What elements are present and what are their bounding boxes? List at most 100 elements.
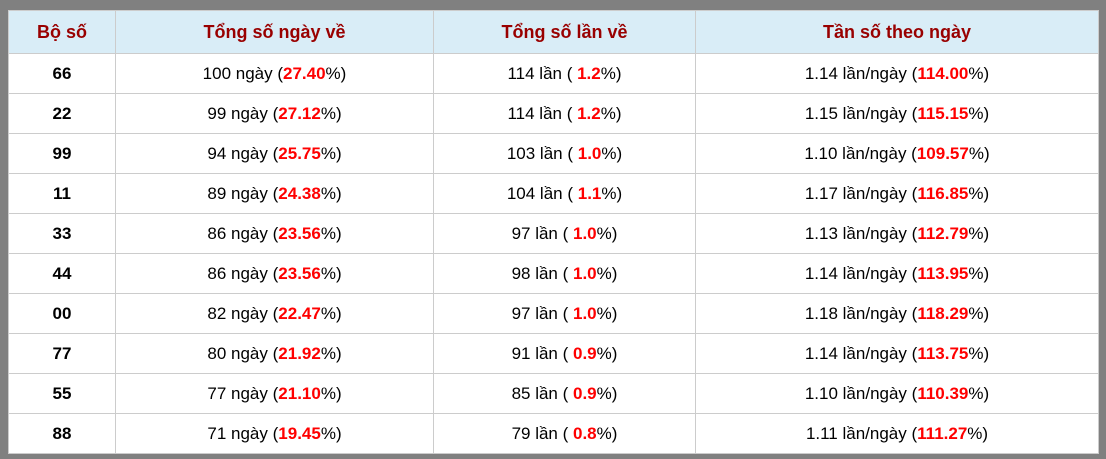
cell-pair: 11 <box>8 173 116 214</box>
text-segment: %) <box>596 303 618 323</box>
text-segment: %) <box>596 343 618 363</box>
col-header-daily-frequency: Tần số theo ngày <box>695 10 1099 54</box>
highlight-percent: 109.57 <box>916 143 969 163</box>
table-row: 88 71 ngày (19.45%) 79 lần ( 0.8%) 1.11 … <box>8 413 1099 454</box>
cell-pair: 99 <box>8 133 116 174</box>
highlight-percent: 0.9 <box>573 343 597 363</box>
text-segment: %) <box>320 303 342 323</box>
highlight-percent: 0.8 <box>573 423 597 443</box>
cell-freq: 1.11 lần/ngày (111.27%) <box>695 413 1099 454</box>
cell-days: 71 ngày (19.45%) <box>115 413 434 454</box>
cell-times: 91 lần ( 0.9%) <box>433 333 696 374</box>
cell-pair: 66 <box>8 53 116 94</box>
highlight-percent: 19.45 <box>278 423 321 443</box>
cell-times: 79 lần ( 0.8%) <box>433 413 696 454</box>
table-row: 11 89 ngày (24.38%) 104 lần ( 1.1%) 1.17… <box>8 173 1099 214</box>
text-segment: 71 ngày ( <box>207 423 279 443</box>
cell-freq: 1.14 lần/ngày (113.75%) <box>695 333 1099 374</box>
text-segment: 85 lần ( <box>511 383 573 403</box>
text-segment: %) <box>967 423 989 443</box>
highlight-percent: 1.2 <box>577 63 601 83</box>
cell-times: 97 lần ( 1.0%) <box>433 213 696 254</box>
cell-days: 82 ngày (22.47%) <box>115 293 434 334</box>
cell-days: 77 ngày (21.10%) <box>115 373 434 414</box>
text-segment: %) <box>320 103 342 123</box>
text-segment: %) <box>320 223 342 243</box>
highlight-percent: 25.75 <box>278 143 321 163</box>
cell-freq: 1.14 lần/ngày (114.00%) <box>695 53 1099 94</box>
text-segment: %) <box>968 103 990 123</box>
highlight-percent: 112.79 <box>917 223 969 243</box>
cell-times: 85 lần ( 0.9%) <box>433 373 696 414</box>
cell-times: 114 lần ( 1.2%) <box>433 53 696 94</box>
table-row: 77 80 ngày (21.92%) 91 lần ( 0.9%) 1.14 … <box>8 333 1099 374</box>
text-segment: 98 lần ( <box>511 263 573 283</box>
cell-freq: 1.10 lần/ngày (109.57%) <box>695 133 1099 174</box>
cell-days: 80 ngày (21.92%) <box>115 333 434 374</box>
text-segment: 82 ngày ( <box>207 303 279 323</box>
highlight-percent: 111.27 <box>917 423 968 443</box>
text-segment: 1.18 lần/ngày ( <box>804 303 918 323</box>
col-header-total-days: Tổng số ngày về <box>115 10 434 54</box>
text-segment: %) <box>325 63 347 83</box>
text-segment: 99 ngày ( <box>207 103 279 123</box>
cell-days: 94 ngày (25.75%) <box>115 133 434 174</box>
table-row: 66 100 ngày (27.40%) 114 lần ( 1.2%) 1.1… <box>8 53 1099 94</box>
cell-days: 89 ngày (24.38%) <box>115 173 434 214</box>
cell-pair: 88 <box>8 413 116 454</box>
table-row: 22 99 ngày (27.12%) 114 lần ( 1.2%) 1.15… <box>8 93 1099 134</box>
text-segment: %) <box>320 423 342 443</box>
text-segment: 91 lần ( <box>511 343 573 363</box>
highlight-percent: 110.39 <box>917 383 969 403</box>
text-segment: 86 ngày ( <box>207 223 279 243</box>
text-segment: %) <box>320 143 342 163</box>
text-segment: 86 ngày ( <box>207 263 279 283</box>
cell-freq: 1.13 lần/ngày (112.79%) <box>695 213 1099 254</box>
cell-days: 86 ngày (23.56%) <box>115 253 434 294</box>
cell-freq: 1.18 lần/ngày (118.29%) <box>695 293 1099 334</box>
text-segment: 1.14 lần/ngày ( <box>804 63 918 83</box>
highlight-percent: 113.95 <box>917 263 969 283</box>
text-segment: 1.11 lần/ngày ( <box>805 423 918 443</box>
cell-pair: 22 <box>8 93 116 134</box>
text-segment: %) <box>968 383 990 403</box>
cell-times: 98 lần ( 1.0%) <box>433 253 696 294</box>
highlight-percent: 1.1 <box>577 183 602 203</box>
cell-freq: 1.14 lần/ngày (113.95%) <box>695 253 1099 294</box>
text-segment: %) <box>968 183 990 203</box>
text-segment: %) <box>601 183 623 203</box>
highlight-percent: 21.92 <box>278 343 321 363</box>
cell-freq: 1.15 lần/ngày (115.15%) <box>695 93 1099 134</box>
col-header-pair: Bộ số <box>8 10 116 54</box>
text-segment: 89 ngày ( <box>207 183 279 203</box>
highlight-percent: 1.0 <box>573 303 597 323</box>
text-segment: 103 lần ( <box>506 143 578 163</box>
cell-pair: 55 <box>8 373 116 414</box>
text-segment: 1.14 lần/ngày ( <box>804 343 918 363</box>
table-header-row: Bộ số Tổng số ngày về Tổng số lần về Tần… <box>8 10 1099 54</box>
table-row: 00 82 ngày (22.47%) 97 lần ( 1.0%) 1.18 … <box>8 293 1099 334</box>
highlight-percent: 0.9 <box>573 383 597 403</box>
cell-pair: 33 <box>8 213 116 254</box>
text-segment: 80 ngày ( <box>207 343 279 363</box>
text-segment: %) <box>600 63 622 83</box>
text-segment: %) <box>320 183 342 203</box>
highlight-percent: 1.0 <box>573 263 597 283</box>
table-row: 55 77 ngày (21.10%) 85 lần ( 0.9%) 1.10 … <box>8 373 1099 414</box>
cell-days: 100 ngày (27.40%) <box>115 53 434 94</box>
text-segment: 1.13 lần/ngày ( <box>804 223 918 243</box>
text-segment: %) <box>596 263 618 283</box>
text-segment: 100 ngày ( <box>202 63 283 83</box>
cell-times: 114 lần ( 1.2%) <box>433 93 696 134</box>
highlight-percent: 1.0 <box>573 223 597 243</box>
lottery-pair-statistics-table: Bộ số Tổng số ngày về Tổng số lần về Tần… <box>8 10 1099 454</box>
text-segment: 97 lần ( <box>511 223 573 243</box>
text-segment: 1.10 lần/ngày ( <box>804 383 918 403</box>
cell-days: 99 ngày (27.12%) <box>115 93 434 134</box>
text-segment: %) <box>600 103 622 123</box>
highlight-percent: 21.10 <box>278 383 321 403</box>
highlight-percent: 27.12 <box>278 103 321 123</box>
text-segment: %) <box>968 63 990 83</box>
highlight-percent: 116.85 <box>917 183 969 203</box>
cell-times: 97 lần ( 1.0%) <box>433 293 696 334</box>
